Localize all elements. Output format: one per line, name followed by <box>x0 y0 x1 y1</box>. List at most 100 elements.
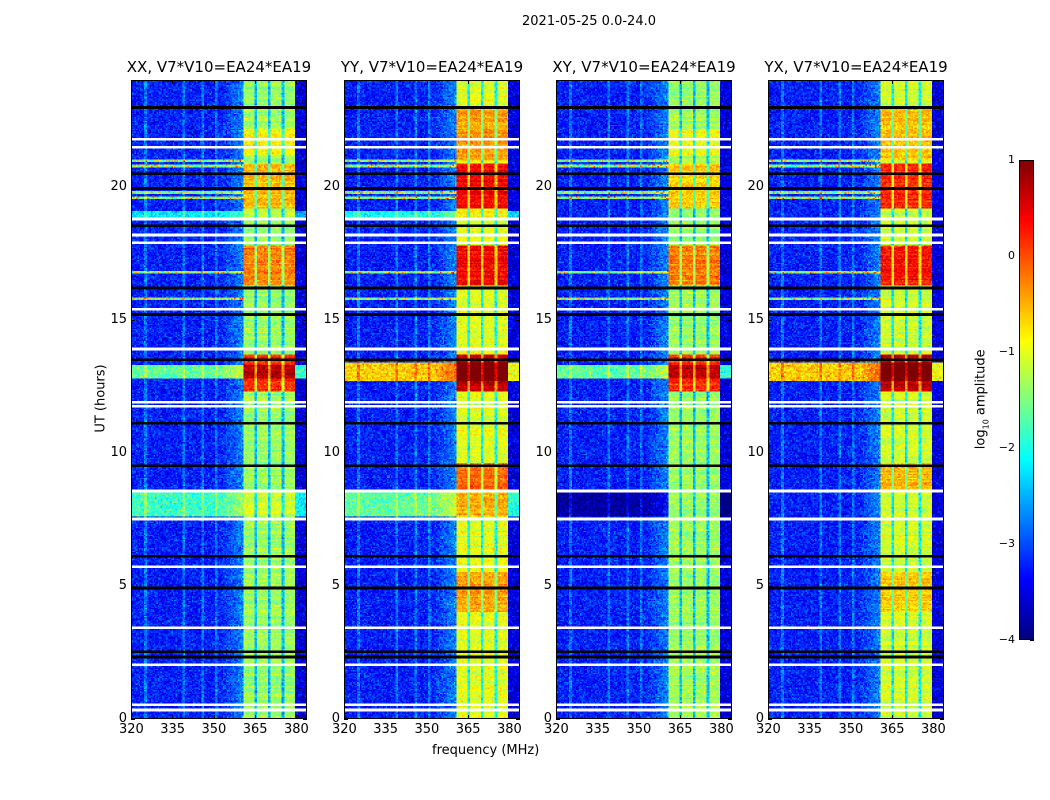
x-tick-mark <box>597 80 599 84</box>
y-axis-label: UT (hours) <box>93 364 109 433</box>
y-tick-mark <box>768 452 772 454</box>
x-tick-label: 380 <box>284 722 309 737</box>
x-tick-mark <box>509 715 510 719</box>
x-tick-mark <box>721 715 722 719</box>
x-tick-mark <box>638 715 640 719</box>
x-tick-label: 320 <box>119 722 144 737</box>
y-tick-label: 5 <box>118 577 127 593</box>
y-tick-mark <box>728 319 732 321</box>
y-tick-mark <box>728 585 732 587</box>
x-tick-mark <box>556 80 557 84</box>
colorbar-label: log10 amplitude <box>974 349 991 449</box>
y-tick-label: 10 <box>323 444 340 460</box>
y-tick-mark <box>344 452 348 454</box>
y-tick-label: 0 <box>118 711 127 726</box>
y-tick-mark <box>131 452 135 454</box>
y-tick-label: 20 <box>747 178 764 194</box>
x-tick-mark <box>344 80 345 84</box>
x-tick-mark <box>809 715 811 719</box>
x-tick-mark <box>344 715 345 719</box>
y-tick-mark <box>516 719 520 720</box>
y-tick-mark <box>303 186 307 188</box>
heatmap-canvas <box>557 81 731 718</box>
x-tick-label: 350 <box>626 722 652 737</box>
y-tick-label: 5 <box>331 577 340 593</box>
colorbar-tick-label: −1 <box>998 345 1015 358</box>
y-tick-label: 20 <box>110 178 127 194</box>
x-tick-mark <box>131 715 132 719</box>
colorbar-tick-mark <box>1030 640 1034 641</box>
x-tick-mark <box>891 80 893 84</box>
y-tick-mark <box>556 719 560 720</box>
y-tick-mark <box>303 319 307 321</box>
y-tick-mark <box>344 319 348 321</box>
x-tick-label: 365 <box>242 722 268 737</box>
figure-suptitle: 2021-05-25 0.0-24.0 <box>522 14 656 29</box>
heatmap-canvas <box>132 81 306 718</box>
y-tick-mark <box>728 719 732 720</box>
colorbar-label-rest: amplitude <box>973 349 989 420</box>
x-tick-label: 365 <box>667 722 693 737</box>
x-tick-label: 335 <box>585 722 611 737</box>
x-tick-mark <box>426 80 428 84</box>
y-tick-label: 15 <box>747 311 764 327</box>
colorbar-tick-label: 0 <box>1008 249 1015 262</box>
x-tick-mark <box>467 80 469 84</box>
y-tick-label: 20 <box>323 178 340 194</box>
heatmap-panel-1 <box>344 80 520 719</box>
y-tick-label: 5 <box>755 577 764 593</box>
x-tick-label: 380 <box>497 722 522 737</box>
x-tick-label: 335 <box>160 722 186 737</box>
x-tick-mark <box>768 715 769 719</box>
x-tick-label: 365 <box>455 722 481 737</box>
y-tick-mark <box>768 585 772 587</box>
x-tick-mark <box>850 715 852 719</box>
x-tick-mark <box>385 80 387 84</box>
x-tick-mark <box>467 715 469 719</box>
y-tick-mark <box>303 719 307 720</box>
y-tick-mark <box>556 585 560 587</box>
x-tick-mark <box>254 80 256 84</box>
panel-title: YY, V7*V10=EA24*EA19 <box>340 58 524 76</box>
y-tick-mark <box>556 452 560 454</box>
y-tick-mark <box>516 452 520 454</box>
y-tick-label: 10 <box>535 444 552 460</box>
heatmap-panel-2 <box>556 80 732 719</box>
colorbar-gradient <box>1020 161 1033 639</box>
x-tick-mark <box>679 715 681 719</box>
y-tick-mark <box>131 719 135 720</box>
y-tick-mark <box>940 452 944 454</box>
y-tick-mark <box>768 719 772 720</box>
x-tick-mark <box>933 715 934 719</box>
y-tick-label: 15 <box>110 311 127 327</box>
colorbar <box>1019 160 1034 640</box>
x-tick-mark <box>638 80 640 84</box>
x-tick-label: 380 <box>709 722 734 737</box>
x-axis-label: frequency (MHz) <box>432 743 540 758</box>
x-tick-mark <box>254 715 256 719</box>
y-tick-mark <box>940 186 944 188</box>
y-tick-label: 0 <box>543 711 552 726</box>
x-tick-mark <box>296 715 297 719</box>
colorbar-label-log: log <box>973 429 989 450</box>
y-tick-mark <box>131 319 135 321</box>
y-tick-mark <box>940 319 944 321</box>
colorbar-tick-label: 1 <box>1008 153 1015 166</box>
y-tick-label: 0 <box>755 711 764 726</box>
heatmap-canvas <box>769 81 943 718</box>
x-tick-label: 350 <box>414 722 440 737</box>
colorbar-label-sub: 10 <box>981 419 991 430</box>
y-tick-label: 10 <box>747 444 764 460</box>
heatmap-canvas <box>345 81 519 718</box>
x-tick-label: 335 <box>373 722 399 737</box>
y-tick-mark <box>344 186 348 188</box>
colorbar-tick-label: −2 <box>998 441 1015 454</box>
x-tick-label: 335 <box>797 722 823 737</box>
x-tick-mark <box>509 80 510 84</box>
x-tick-label: 350 <box>838 722 864 737</box>
y-tick-mark <box>556 319 560 321</box>
x-tick-mark <box>385 715 387 719</box>
x-tick-mark <box>891 715 893 719</box>
y-tick-label: 5 <box>543 577 552 593</box>
x-tick-label: 320 <box>332 722 357 737</box>
